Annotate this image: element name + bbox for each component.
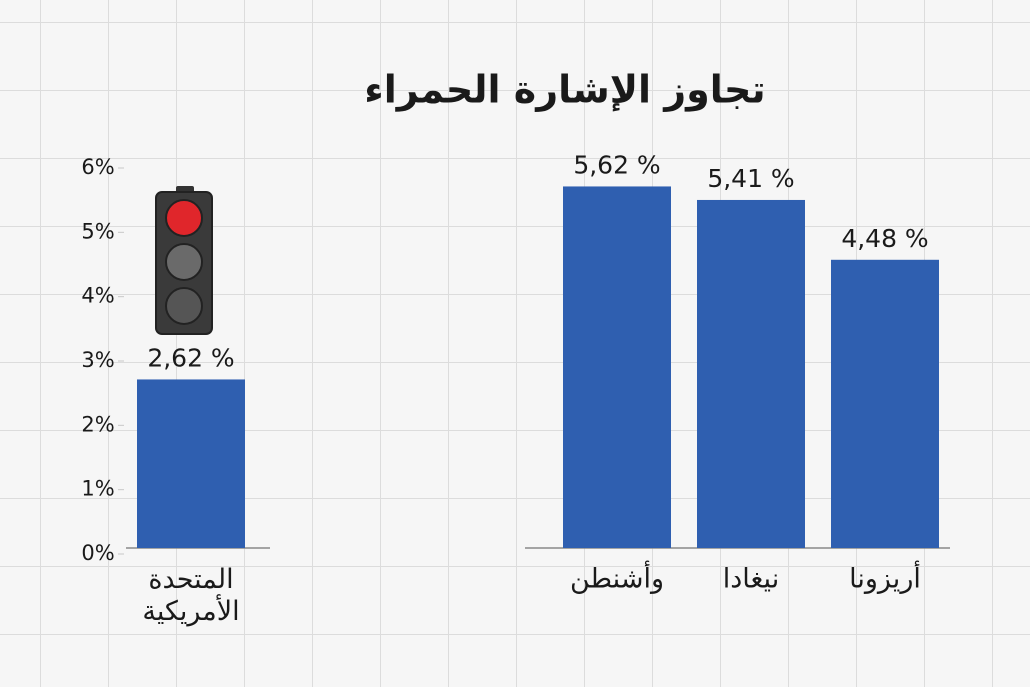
traffic-light <box>155 186 213 335</box>
bar <box>137 379 245 548</box>
data-label: 4,48 % <box>841 224 928 253</box>
bar <box>697 199 805 548</box>
y-tick-label: 4% <box>81 284 114 308</box>
data-label: 2,62 % <box>147 343 234 372</box>
data-label: 5,41 % <box>707 164 794 193</box>
green-light <box>165 287 203 325</box>
chart-title: تجاوز الإشارة الحمراء <box>364 68 765 113</box>
red-light <box>165 199 203 237</box>
amber-light <box>165 243 203 281</box>
x-tick-label: وأشنطن <box>570 560 664 595</box>
y-tick-label: 0% <box>81 541 114 565</box>
x-tick-label: أريزونا <box>849 560 921 595</box>
y-tick-label: 1% <box>81 477 114 501</box>
y-tick-label: 6% <box>81 155 114 179</box>
x-tick-label: نيغادا <box>723 564 779 595</box>
y-tick-label: 3% <box>81 348 114 372</box>
y-tick-label: 2% <box>81 412 114 436</box>
x-tick-label: المتحدة الأمريكية <box>142 564 239 627</box>
data-label: 5,62 % <box>573 150 660 179</box>
bar <box>831 259 939 548</box>
bar <box>563 186 671 549</box>
y-tick-label: 5% <box>81 219 114 243</box>
